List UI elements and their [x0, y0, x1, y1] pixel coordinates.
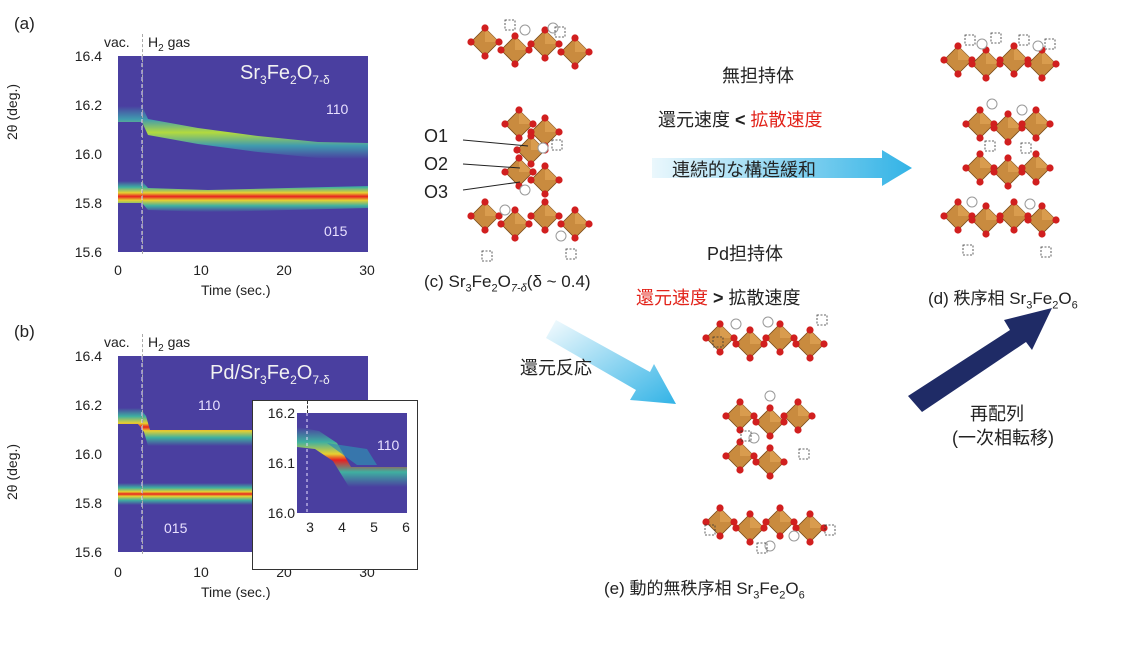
- reduction-reaction-label: 還元反応: [520, 358, 592, 378]
- panel-a-y-tick: 16.2: [74, 97, 102, 113]
- panel-a-h2-start-marker: [142, 34, 144, 254]
- panel-b-inset-x-tick: 5: [370, 519, 378, 535]
- panel-b-inset-y-tick: 16.0: [267, 505, 295, 521]
- structure-c-o3-label: O3: [424, 182, 449, 202]
- pd-supported-title: Pd担持体: [707, 244, 784, 264]
- panel-b-inset-x-tick: 4: [338, 519, 346, 535]
- panel-b-inset-y-tick: 16.2: [267, 405, 295, 421]
- structure-c: [466, 19, 594, 262]
- unsupported-title: 無担持体: [722, 66, 794, 86]
- structure-e-caption: (e) 動的無秩序相 Sr3Fe2O6: [604, 579, 805, 602]
- panel-a-peak-015-band: [118, 181, 368, 212]
- panel-a-x-tick: 10: [193, 262, 209, 278]
- structure-c-o1-label: O1: [424, 126, 449, 146]
- panel-b-x-axis-label: Time (sec.): [201, 584, 271, 600]
- panel-a-vac-label: vac.: [104, 34, 130, 50]
- panel-b-inset-hkl-110: 110: [377, 437, 400, 453]
- structure-e: [701, 314, 836, 554]
- panel-a-hkl-110: 110: [326, 101, 349, 117]
- panel-a-y-tick: 16.0: [74, 146, 102, 162]
- rearrangement-label: 再配列: [970, 404, 1024, 424]
- panel-a-h2-label: H2 gas: [148, 34, 191, 54]
- panel-a-x-tick: 0: [114, 262, 122, 278]
- continuous-relaxation-arrow: [652, 150, 912, 186]
- panel-a-x-tick: 30: [359, 262, 375, 278]
- structure-d-caption: (d) 秩序相 Sr3Fe2O6: [928, 289, 1078, 312]
- panel-b-vac-label: vac.: [104, 334, 130, 350]
- structure-d: [939, 32, 1061, 258]
- panel-a-intensity-map: [118, 56, 368, 252]
- panel-b-inset-x-tick: 6: [402, 519, 410, 535]
- panel-b-y-tick: 16.4: [74, 348, 102, 364]
- panel-a-letter: (a): [14, 14, 35, 33]
- panel-b-x-tick: 0: [114, 564, 122, 580]
- pd-rate-relation: 還元速度 > 拡散速度: [636, 288, 801, 308]
- panel-b-y-tick: 15.8: [74, 495, 102, 511]
- reduction-arrow: [546, 320, 676, 404]
- panel-a-x-tick: 20: [276, 262, 292, 278]
- panel-b-x-tick: 10: [193, 564, 209, 580]
- panel-a-peak-110-band: [118, 106, 368, 159]
- panel-a-y-tick: 15.8: [74, 195, 102, 211]
- panel-b-inset-marker: [307, 401, 308, 413]
- panel-b-inset-map: [297, 413, 407, 513]
- panel-a-compound: Sr3Fe2O7-δ: [240, 62, 330, 87]
- panel-b-inset: 110 16.2 16.1 16.0 3 4 5 6: [252, 400, 418, 570]
- panel-b-h2-start-marker: [142, 334, 144, 554]
- structure-c-o2-label: O2: [424, 154, 449, 174]
- panel-b-h2-label: H2 gas: [148, 334, 191, 354]
- panel-b-y-tick: 16.2: [74, 397, 102, 413]
- continuous-relaxation-label: 連続的な構造緩和: [672, 160, 816, 180]
- panel-b-compound: Pd/Sr3Fe2O7-δ: [210, 362, 330, 387]
- panel-b-y-tick: 15.6: [74, 544, 102, 560]
- panel-a-y-tick: 15.6: [74, 244, 102, 260]
- panel-a-y-tick: 16.4: [74, 48, 102, 64]
- structure-c-caption: (c) Sr3Fe2O7-δ(δ ~ 0.4): [424, 272, 591, 295]
- panel-b-inset-x-tick: 3: [306, 519, 314, 535]
- panel-b-letter: (b): [14, 322, 35, 341]
- panel-b-hkl-110: 110: [198, 397, 221, 413]
- panel-a-hkl-015: 015: [324, 223, 348, 239]
- first-order-transition-label: (一次相転移): [952, 428, 1054, 448]
- panel-b-y-tick: 16.0: [74, 446, 102, 462]
- panel-a-x-axis-label: Time (sec.): [201, 282, 271, 298]
- panel-b-inset-y-tick: 16.1: [267, 455, 295, 471]
- unsupported-rate-relation: 還元速度 < 拡散速度: [658, 110, 823, 130]
- panel-b-hkl-015: 015: [164, 520, 188, 536]
- rearrangement-arrow: [908, 308, 1052, 412]
